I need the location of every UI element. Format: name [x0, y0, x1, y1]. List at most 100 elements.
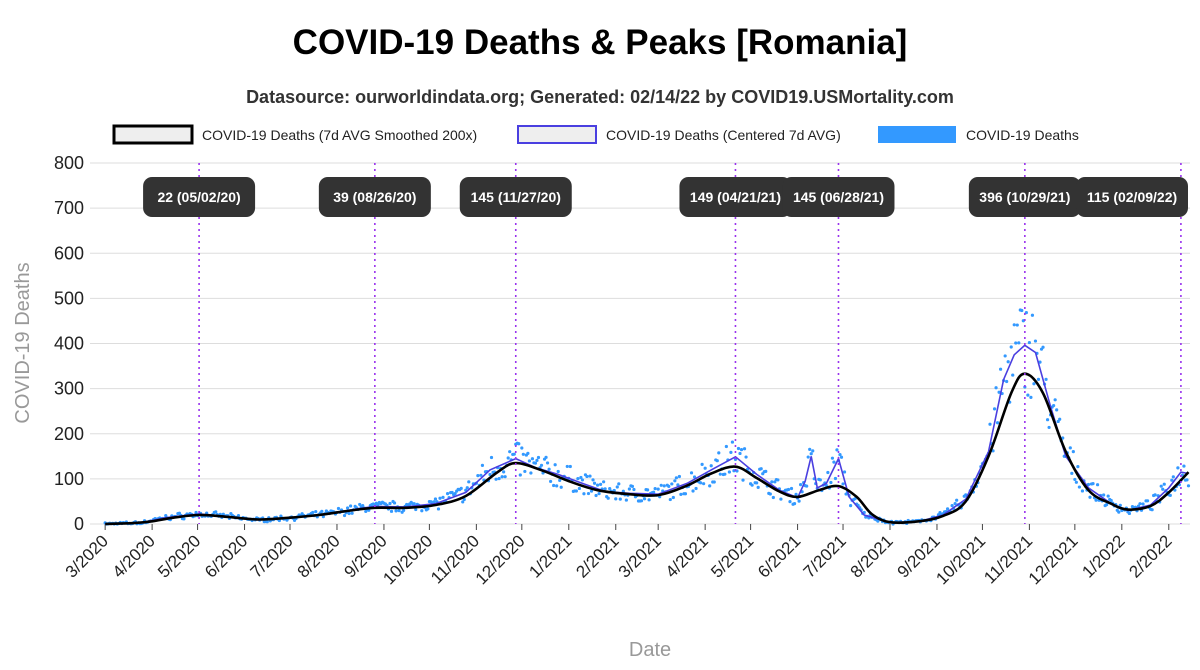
raw-death-point [320, 509, 324, 513]
raw-death-point [792, 502, 797, 506]
y-tick-label: 0 [74, 514, 84, 534]
raw-death-point [955, 498, 959, 502]
raw-death-point [1071, 450, 1075, 454]
peak-label: 145 (06/28/21) [793, 189, 884, 205]
raw-death-point [709, 464, 713, 468]
raw-death-point [1005, 379, 1009, 384]
raw-death-point [1011, 373, 1015, 377]
raw-death-point [683, 492, 688, 496]
raw-death-point [799, 483, 803, 487]
raw-death-point [488, 472, 492, 477]
raw-death-point [771, 495, 775, 500]
raw-death-point [420, 509, 424, 513]
raw-death-point [876, 519, 880, 523]
raw-death-point [953, 502, 957, 506]
peak-label-box [143, 177, 256, 217]
raw-death-point [412, 502, 416, 506]
raw-death-point [358, 502, 362, 507]
raw-death-point [659, 483, 663, 487]
raw-death-point [549, 479, 553, 484]
x-tick-label: 2/2022 [1125, 531, 1175, 581]
raw-death-point [438, 496, 442, 500]
x-tick-label: 4/2020 [109, 531, 159, 581]
raw-death-point [553, 463, 557, 467]
series-lines [105, 344, 1190, 526]
x-axis-title: Date [629, 639, 671, 661]
peak-label-box [1076, 177, 1188, 217]
raw-death-point [730, 440, 735, 444]
raw-death-point [1056, 419, 1060, 424]
raw-death-point [236, 513, 241, 518]
raw-death-point [1118, 503, 1122, 507]
x-tick-label: 6/2020 [201, 531, 251, 581]
raw-death-point [1117, 510, 1121, 514]
legend-swatch-smoothed [112, 124, 194, 145]
raw-death-point [489, 455, 494, 460]
raw-death-point [1161, 487, 1165, 491]
raw-death-point [839, 455, 844, 459]
raw-death-point [586, 491, 591, 496]
raw-death-point [508, 450, 512, 454]
raw-death-point [394, 509, 398, 513]
y-axis-ticks: 0 100 200 300 400 500 600 700 800 [54, 153, 84, 534]
raw-death-point [1145, 499, 1150, 503]
raw-death-point [1052, 403, 1056, 408]
raw-death-point [832, 460, 836, 464]
raw-death-point [1006, 360, 1010, 364]
raw-death-point [535, 458, 539, 462]
x-tick-label: 5/2020 [154, 531, 204, 581]
raw-death-point [582, 492, 586, 496]
raw-death-point [1171, 475, 1175, 479]
raw-death-point [336, 506, 341, 511]
raw-death-point [630, 484, 635, 488]
raw-death-point [602, 480, 606, 484]
legend: COVID-19 Deaths (7d AVG Smoothed 200x) C… [112, 124, 1079, 145]
raw-death-point [639, 499, 644, 503]
raw-death-point [612, 488, 616, 493]
raw-death-point [997, 390, 1001, 394]
raw-death-point [1153, 493, 1157, 497]
peak-label-box [318, 177, 431, 217]
raw-death-point [652, 490, 656, 494]
raw-death-point [506, 456, 510, 460]
raw-death-point [964, 493, 968, 497]
raw-death-point [691, 489, 695, 493]
x-tick-label: 2/2021 [572, 531, 622, 581]
raw-death-point [555, 484, 559, 488]
raw-death-point [818, 478, 822, 482]
raw-death-point [1073, 477, 1077, 482]
raw-death-point [591, 478, 595, 482]
raw-death-point [642, 497, 647, 501]
peak-label: 22 (05/02/20) [157, 189, 240, 205]
raw-death-point [830, 456, 835, 460]
raw-death-point [776, 478, 780, 482]
raw-death-point [1182, 464, 1186, 468]
raw-death-point [614, 497, 618, 501]
raw-death-point [503, 475, 507, 479]
raw-death-point [1041, 345, 1045, 349]
raw-death-point [689, 471, 694, 475]
raw-death-point [656, 487, 660, 491]
raw-death-point [1127, 511, 1131, 516]
raw-death-point [1029, 395, 1033, 399]
raw-death-point [768, 492, 772, 496]
raw-death-point [533, 461, 538, 465]
raw-death-point [992, 407, 997, 411]
raw-death-point [544, 455, 548, 459]
raw-death-point [750, 483, 754, 487]
raw-death-point [844, 492, 848, 496]
raw-death-point [577, 486, 581, 491]
x-tick-label: 10/2021 [932, 531, 989, 588]
raw-death-point [479, 473, 483, 477]
raw-death-point [811, 449, 815, 453]
y-axis-title: COVID-19 Deaths [12, 262, 34, 423]
raw-death-point [1058, 417, 1062, 421]
raw-death-point [739, 448, 744, 452]
raw-death-point [426, 507, 430, 511]
raw-death-point [1032, 382, 1036, 386]
raw-death-point [568, 464, 572, 469]
legend-swatch-avg [517, 125, 597, 144]
x-tick-label: 4/2021 [662, 531, 712, 581]
raw-death-point [432, 500, 436, 504]
raw-death-point [1105, 503, 1109, 507]
